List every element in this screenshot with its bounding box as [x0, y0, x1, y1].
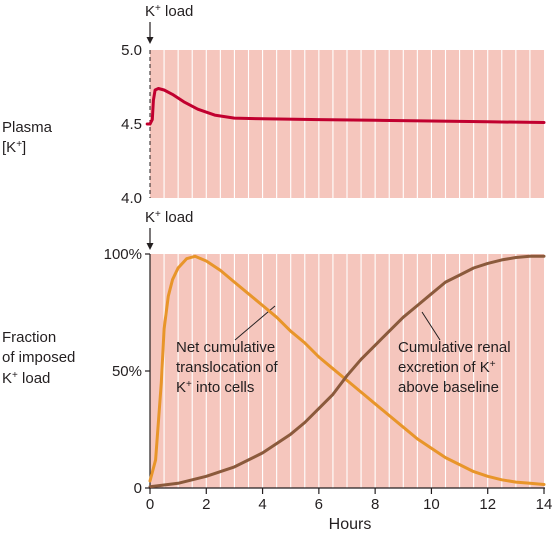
- bottom-y-axis-label-line3: K+ load: [2, 370, 50, 388]
- bottom-y-axis-label-line2: of imposed: [2, 349, 75, 366]
- cells-series-label-line2: translocation of: [176, 359, 279, 376]
- cells-series-label-line3: K+ into cells: [176, 379, 254, 397]
- y-tick-label: 50%: [112, 363, 142, 380]
- bottom-panel: 0 50% 100% 0 2 4 6 8 10 12 14 K+ load Fraction of…: [2, 209, 552, 534]
- renal-label-leader-line: [421, 311, 441, 341]
- renal-series-label-line1: Cumulative renal: [398, 339, 511, 356]
- x-tick-label: 6: [315, 496, 323, 513]
- renal-series-label-line3: above baseline: [398, 379, 499, 396]
- x-tick-label: 10: [423, 496, 440, 513]
- y-tick-label: 5.0: [121, 42, 142, 59]
- bottom-x-axis-ticks: 0 2 4 6 8 10 12 14: [146, 488, 553, 513]
- bottom-event-arrow: [146, 228, 154, 250]
- x-tick-label: 4: [258, 496, 266, 513]
- renal-series-label-line2: excretion of K+: [398, 359, 496, 377]
- top-series-group: [145, 87, 546, 126]
- x-tick-label: 0: [146, 496, 154, 513]
- top-event-label: K+ load: [145, 3, 193, 21]
- bot-series-line-0: [148, 254, 546, 486]
- top-y-axis-label-line1: Plasma: [2, 119, 53, 136]
- top-y-axis-ticks: 4.0 4.5 5.0: [121, 42, 142, 207]
- y-tick-label: 4.5: [121, 116, 142, 133]
- y-tick-label: 0: [134, 480, 142, 497]
- x-tick-label: 2: [202, 496, 210, 513]
- top-y-axis-label-line2: [K+]: [2, 139, 26, 157]
- bottom-gridlines: [163, 254, 531, 488]
- top-series-line-0: [145, 87, 546, 126]
- bottom-y-axis-ticks: 0 50% 100%: [104, 246, 150, 497]
- cells-series-label-line1: Net cumulative: [176, 339, 275, 356]
- y-tick-label: 4.0: [121, 190, 142, 207]
- top-panel: 4.0 4.5 5.0 K+ load Plasma [K+]: [2, 3, 546, 207]
- y-tick-label: 100%: [104, 246, 142, 263]
- bot-series-line-1: [148, 254, 546, 489]
- bottom-series-group: [148, 254, 546, 489]
- x-tick-label: 8: [371, 496, 379, 513]
- x-tick-label: 12: [479, 496, 496, 513]
- bottom-y-axis-label-line1: Fraction: [2, 329, 56, 346]
- x-tick-label: 14: [536, 496, 553, 513]
- top-gridlines: [163, 50, 531, 198]
- top-event-arrow: [146, 22, 154, 44]
- bottom-event-label: K+ load: [145, 209, 193, 227]
- x-axis-label: Hours: [329, 516, 372, 533]
